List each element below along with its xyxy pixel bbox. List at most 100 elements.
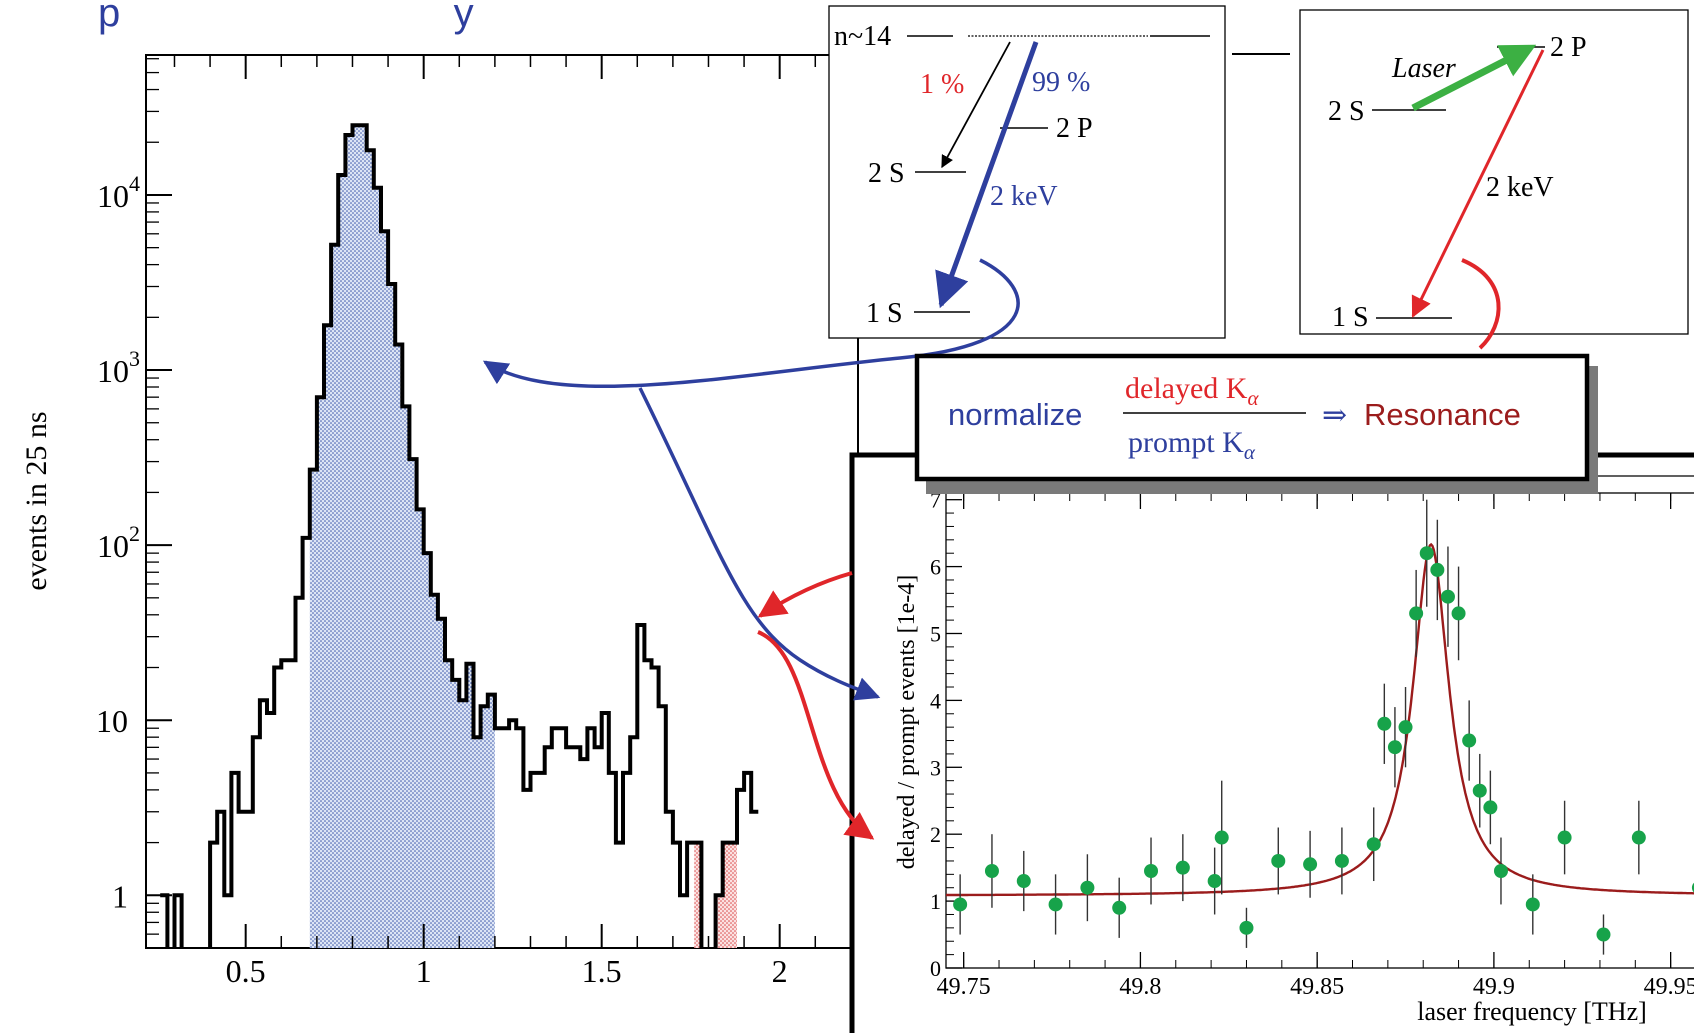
histogram-y-tick-base: 10 bbox=[97, 353, 129, 389]
data-point bbox=[1472, 783, 1487, 798]
data-point bbox=[1175, 860, 1190, 875]
formula-normalize: normalize bbox=[948, 397, 1082, 432]
annotation-arrows bbox=[482, 258, 1501, 840]
transition-1pct-arrow bbox=[941, 41, 1011, 169]
data-point bbox=[1557, 830, 1572, 845]
histogram-y-tick-label: 102 bbox=[97, 521, 140, 564]
data-point bbox=[1303, 857, 1318, 872]
data-point bbox=[1430, 562, 1445, 577]
energy-label-left: 2 keV bbox=[990, 181, 1058, 212]
data-point bbox=[1239, 920, 1254, 935]
histogram-y-tick-label: 10 bbox=[96, 703, 128, 739]
resonance-plot: 49.75 49.8 49.85 49.9 49.95 0 1 2 3 4 5 6 7 delayed … bbox=[849, 452, 1694, 1033]
histogram-y-tick-label: 103 bbox=[97, 346, 140, 389]
formula-box bbox=[914, 353, 1590, 482]
level-label-1s-right: 1 S bbox=[1332, 302, 1369, 333]
data-point bbox=[984, 863, 999, 878]
resonance-y-tick-label: 2 bbox=[930, 822, 941, 847]
level-label-2s-right: 2 S bbox=[1328, 96, 1365, 127]
formula-resonance: Resonance bbox=[1364, 397, 1521, 432]
resonance-y-tick-label: 6 bbox=[930, 555, 941, 580]
resonance-y-tick-label: 1 bbox=[930, 889, 941, 914]
histogram-x-tick-label: 0.5 bbox=[226, 953, 266, 989]
level-label-2p-right: 2 P bbox=[1550, 32, 1587, 63]
data-point bbox=[1080, 880, 1095, 895]
data-point bbox=[1377, 716, 1392, 731]
laser-label: Laser bbox=[1391, 53, 1456, 84]
data-point bbox=[1387, 740, 1402, 755]
energy-label-right: 2 keV bbox=[1486, 172, 1554, 203]
normalization-formula-box: normalize delayed Kα prompt Kα ⇒ Resonan… bbox=[914, 353, 1598, 494]
level-label-2p-left: 2 P bbox=[1056, 113, 1093, 144]
data-point bbox=[1596, 927, 1611, 942]
histogram-y-tick-label: 1 bbox=[112, 878, 128, 914]
transition-99pct-arrow bbox=[935, 41, 1039, 309]
data-point bbox=[1334, 853, 1349, 868]
resonance-ylabel: delayed / prompt events [1e-4] bbox=[894, 575, 920, 870]
histogram-x-tick-label: 2 bbox=[772, 953, 788, 989]
resonance-panel-frame bbox=[849, 452, 1694, 1033]
histogram-y-tick-base: 1 bbox=[112, 878, 128, 914]
data-point bbox=[1440, 589, 1455, 604]
resonance-x-tick-label: 49.8 bbox=[1119, 974, 1161, 1000]
resonance-y-tick-label: 4 bbox=[930, 688, 941, 713]
formula-denominator-text: prompt K bbox=[1128, 426, 1244, 459]
transition-2kev-arrow-right bbox=[1411, 49, 1545, 318]
resonance-y-tick-label: 3 bbox=[930, 755, 941, 780]
red-curve-from-laser-diagram bbox=[1461, 258, 1501, 350]
data-point bbox=[1271, 853, 1286, 868]
data-point bbox=[1112, 900, 1127, 915]
data-point bbox=[1691, 882, 1694, 893]
histogram-frame bbox=[145, 54, 859, 949]
data-point bbox=[1493, 863, 1508, 878]
histogram-outline bbox=[160, 123, 759, 948]
data-point bbox=[1048, 897, 1063, 912]
level-label-1s-left: 1 S bbox=[866, 298, 903, 329]
data-point bbox=[1419, 546, 1434, 561]
histogram-x-tick-label: 1 bbox=[416, 953, 432, 989]
formula-denominator-subscript: α bbox=[1244, 440, 1256, 464]
energy-diagram-prompt: n~14 2 P 2 S 1 S 1 % 99 % 2 keV bbox=[828, 5, 1226, 339]
resonance-x-tick-label: 49.85 bbox=[1290, 974, 1344, 1000]
formula-numerator-text: delayed K bbox=[1125, 372, 1248, 405]
histogram-y-tick-label: 104 bbox=[97, 171, 140, 214]
histogram-y-tick-base: 10 bbox=[97, 528, 129, 564]
resonance-x-tick-label: 49.95 bbox=[1644, 974, 1694, 1000]
histogram-y-tick-base: 10 bbox=[96, 703, 128, 739]
resonance-x-tick-label: 49.75 bbox=[937, 974, 991, 1000]
resonance-y-tick-label: 0 bbox=[930, 956, 941, 981]
data-point bbox=[1451, 606, 1466, 621]
histogram-y-tick-exponent: 3 bbox=[129, 346, 140, 371]
histogram-prompt-region bbox=[309, 125, 495, 948]
laser-arrow bbox=[1411, 44, 1537, 112]
data-point bbox=[1366, 837, 1381, 852]
resonance-xlabel: laser frequency [THz] bbox=[1417, 997, 1647, 1026]
blue-curve-to-prompt-peak bbox=[482, 258, 1020, 389]
histogram-y-tick-exponent: 2 bbox=[129, 521, 140, 546]
data-point bbox=[953, 897, 968, 912]
histogram-y-tick-base: 10 bbox=[97, 178, 129, 214]
data-point bbox=[1214, 830, 1229, 845]
formula-numerator: delayed Kα bbox=[1125, 372, 1259, 410]
formula-numerator-subscript: α bbox=[1247, 386, 1259, 410]
data-point bbox=[1409, 606, 1424, 621]
resonance-x-tick-label: 49.9 bbox=[1473, 974, 1515, 1000]
data-point bbox=[1144, 863, 1159, 878]
red-curve-to-resonance-plot bbox=[757, 630, 875, 840]
data-point bbox=[1398, 720, 1413, 735]
data-point bbox=[1483, 800, 1498, 815]
resonance-y-tick-label: 5 bbox=[930, 621, 941, 646]
data-point bbox=[1525, 897, 1540, 912]
data-point bbox=[1631, 830, 1646, 845]
level-label-n14: n~14 bbox=[834, 21, 891, 52]
formula-denominator: prompt Kα bbox=[1128, 426, 1256, 464]
histogram-x-tick-label: 1.5 bbox=[582, 953, 622, 989]
branching-99pct: 99 % bbox=[1032, 67, 1090, 98]
formula-implies-arrow: ⇒ bbox=[1322, 399, 1347, 432]
data-point bbox=[1016, 874, 1031, 889]
lorentzian-fit-curve bbox=[946, 542, 1694, 897]
level-label-2s-left: 2 S bbox=[868, 158, 905, 189]
energy-diagram-laser: 2 P 2 S 1 S Laser 2 keV bbox=[1299, 9, 1689, 335]
